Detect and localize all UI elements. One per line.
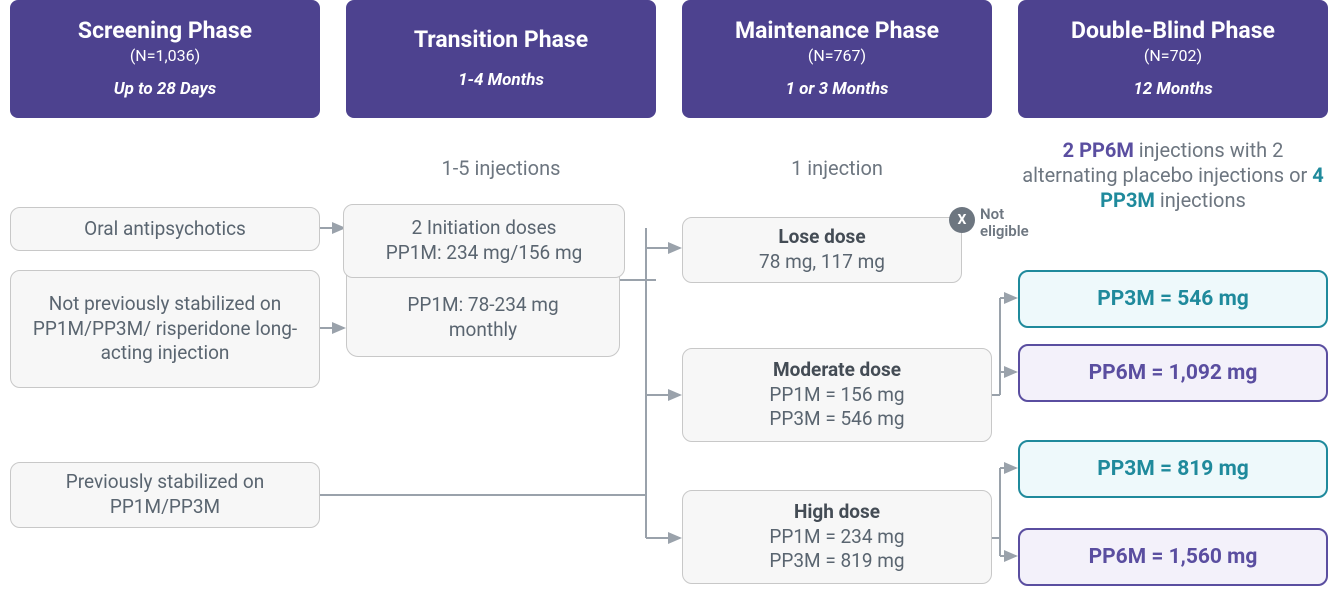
dose-line: PP3M = 546 mg [693, 407, 981, 432]
diagram-root: Screening Phase (N=1,036) Up to 28 Days … [0, 0, 1338, 604]
phase-n: (N=702) [1028, 46, 1318, 65]
col-doubleblind: Double-Blind Phase (N=702) 12 Months 2 P… [1018, 0, 1328, 218]
doubleblind-subheading: 2 PP6M injections with 2 alternating pla… [1018, 132, 1328, 218]
transition-subheading: 1-5 injections [346, 140, 656, 196]
dose-line: 78 mg, 117 mg [693, 250, 951, 275]
box-transition-group: 2 Initiation doses PP1M: 234 mg/156 mg P… [346, 207, 620, 357]
phase-duration: 12 Months [1028, 79, 1318, 99]
dose-text: PP3M = 546 mg [1097, 287, 1249, 311]
box-low-dose: Lose dose 78 mg, 117 mg [682, 217, 962, 283]
line: 2 Initiation doses [344, 216, 624, 241]
phase-title: Double-Blind Phase [1028, 17, 1318, 45]
dose-line: PP3M = 819 mg [693, 549, 981, 574]
dose-title: Lose dose [693, 225, 951, 250]
maintenance-subheading: 1 injection [682, 140, 992, 196]
line: monthly [347, 318, 619, 343]
dose-title: High dose [693, 500, 981, 525]
phase-header-maintenance: Maintenance Phase (N=767) 1 or 3 Months [682, 0, 992, 118]
phase-title: Screening Phase [20, 17, 310, 45]
dose-line: PP1M = 156 mg [693, 383, 981, 408]
box-high-pp3m: PP3M = 819 mg [1018, 440, 1328, 498]
phase-title: Transition Phase [356, 26, 646, 54]
box-previously-stabilized: Previously stabilized on PP1M/PP3M [10, 462, 320, 528]
box-mod-pp3m: PP3M = 546 mg [1018, 270, 1328, 328]
box-text: Not previously stabilized on PP1M/PP3M/ … [21, 292, 309, 366]
col-maintenance: Maintenance Phase (N=767) 1 or 3 Months … [682, 0, 992, 196]
box-oral-antipsychotics: Oral antipsychotics [10, 207, 320, 251]
dose-line: PP1M = 234 mg [693, 525, 981, 550]
sub-tail: injections [1155, 188, 1246, 212]
box-moderate-dose: Moderate dose PP1M = 156 mg PP3M = 546 m… [682, 348, 992, 442]
col-screening: Screening Phase (N=1,036) Up to 28 Days [10, 0, 320, 118]
box-monthly-dose: PP1M: 78-234 mg monthly [347, 288, 619, 348]
phase-duration: Up to 28 Days [20, 79, 310, 99]
box-high-pp6m: PP6M = 1,560 mg [1018, 528, 1328, 586]
box-not-stabilized: Not previously stabilized on PP1M/PP3M/ … [10, 270, 320, 388]
line: PP1M: 78-234 mg [347, 293, 619, 318]
dose-title: Moderate dose [693, 358, 981, 383]
box-mod-pp6m: PP6M = 1,092 mg [1018, 344, 1328, 402]
phase-header-transition: Transition Phase 1-4 Months [346, 0, 656, 118]
dose-text: PP6M = 1,092 mg [1089, 361, 1258, 385]
line: PP1M: 234 mg/156 mg [344, 241, 624, 266]
box-initiation-doses: 2 Initiation doses PP1M: 234 mg/156 mg [343, 204, 625, 278]
phase-n: (N=1,036) [20, 46, 310, 65]
dose-text: PP3M = 819 mg [1097, 457, 1249, 481]
badge-x: X [958, 212, 967, 228]
dose-text: PP6M = 1,560 mg [1089, 545, 1258, 569]
sub-pp6m: 2 PP6M [1063, 138, 1134, 162]
phase-n: (N=767) [692, 46, 982, 65]
box-text: Previously stabilized on PP1M/PP3M [21, 470, 309, 519]
box-high-dose: High dose PP1M = 234 mg PP3M = 819 mg [682, 490, 992, 584]
col-transition: Transition Phase 1-4 Months 1-5 injectio… [346, 0, 656, 196]
phase-header-doubleblind: Double-Blind Phase (N=702) 12 Months [1018, 0, 1328, 118]
box-text: Oral antipsychotics [21, 217, 309, 242]
phase-duration: 1 or 3 Months [692, 79, 982, 99]
phase-title: Maintenance Phase [692, 17, 982, 45]
not-eligible-badge: X [949, 207, 975, 233]
phase-duration: 1-4 Months [356, 70, 646, 90]
phase-header-screening: Screening Phase (N=1,036) Up to 28 Days [10, 0, 320, 118]
